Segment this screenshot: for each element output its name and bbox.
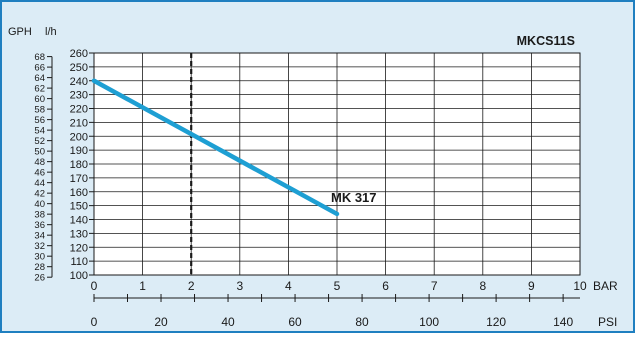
y-tick-label: 130 [70, 228, 88, 240]
gph-tick-label: 62 [34, 84, 45, 95]
gph-tick-label: 56 [34, 115, 45, 126]
gph-tick-label: 64 [34, 73, 45, 84]
gph-tick-label: 42 [34, 189, 45, 200]
y-tick-label: 110 [70, 256, 88, 268]
x-tick-label: 10 [573, 279, 587, 293]
y-tick-label: 160 [70, 187, 88, 199]
gph-tick-label: 48 [34, 157, 45, 168]
lph-axis-label: l/h [45, 26, 57, 38]
x-tick-label: 6 [382, 279, 389, 293]
psi-tick-label: 20 [154, 315, 168, 329]
psi-tick-label: 0 [91, 315, 98, 329]
y-tick-label: 230 [70, 90, 88, 102]
x-tick-label: 0 [91, 279, 98, 293]
x-tick-label: 1 [139, 279, 146, 293]
x-tick-label: 2 [188, 279, 195, 293]
gph-tick-label: 34 [34, 231, 45, 242]
bar-axis-label: BAR [593, 279, 618, 293]
gph-tick-label: 36 [34, 220, 45, 231]
psi-tick-label: 120 [486, 315, 506, 329]
y-tick-label: 120 [70, 242, 88, 254]
gph-tick-label: 30 [34, 252, 45, 263]
y-tick-label: 190 [70, 145, 88, 157]
psi-tick-label: 100 [419, 315, 439, 329]
gph-tick-label: 54 [34, 126, 45, 137]
y-tick-label: 210 [70, 117, 88, 129]
gph-tick-label: 38 [34, 210, 45, 221]
y-tick-label: 260 [70, 48, 88, 60]
psi-tick-label: 40 [221, 315, 235, 329]
x-tick-label: 5 [334, 279, 341, 293]
psi-axis-label: PSI [598, 315, 617, 329]
gph-axis-label: GPH [8, 26, 32, 38]
psi-tick-label: 80 [355, 315, 369, 329]
y-tick-label: 180 [70, 159, 88, 171]
gph-tick-label: 26 [34, 273, 45, 284]
y-tick-label: 220 [70, 104, 88, 116]
gph-tick-label: 28 [34, 262, 45, 273]
x-tick-label: 9 [528, 279, 535, 293]
y-tick-label: 170 [70, 173, 88, 185]
chart-title: MKCS11S [517, 34, 575, 48]
gph-tick-label: 58 [34, 105, 45, 116]
y-tick-label: 150 [70, 201, 88, 213]
x-tick-label: 7 [431, 279, 438, 293]
psi-tick-label: 140 [553, 315, 573, 329]
y-tick-label: 200 [70, 131, 88, 143]
y-tick-label: 240 [70, 76, 88, 88]
gph-tick-label: 52 [34, 136, 45, 147]
gph-tick-label: 68 [34, 52, 45, 63]
x-tick-label: 4 [285, 279, 292, 293]
gph-tick-label: 60 [34, 94, 45, 105]
y-tick-label: 140 [70, 215, 88, 227]
gph-tick-label: 32 [34, 241, 45, 252]
gph-tick-label: 44 [34, 178, 45, 189]
y-tick-label: 250 [70, 62, 88, 74]
psi-tick-label: 60 [288, 315, 302, 329]
series-label: MK 317 [331, 190, 377, 205]
y-tick-label: 100 [70, 270, 88, 282]
gph-tick-label: 40 [34, 199, 45, 210]
gph-tick-label: 66 [34, 63, 45, 74]
x-tick-label: 8 [479, 279, 486, 293]
x-tick-label: 3 [236, 279, 243, 293]
gph-tick-label: 46 [34, 168, 45, 179]
gph-tick-label: 50 [34, 147, 45, 158]
